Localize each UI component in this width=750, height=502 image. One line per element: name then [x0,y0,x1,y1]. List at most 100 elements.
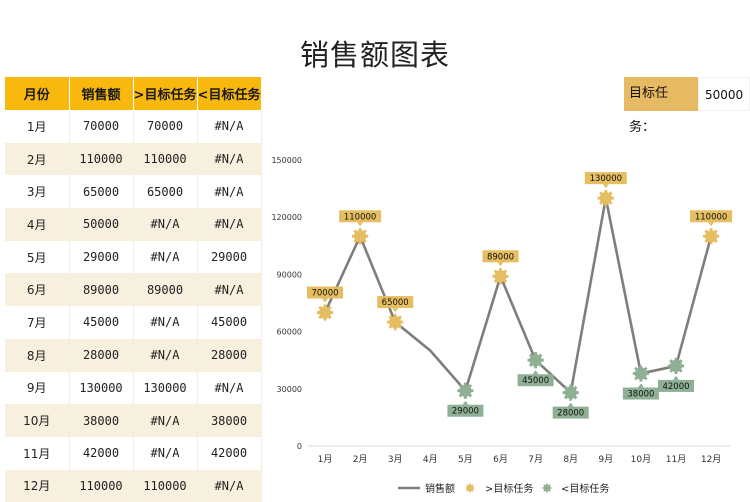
target-task-label: 目标任务： [624,77,699,135]
data-label-text: 42000 [662,382,689,392]
x-tick-label: 4月 [423,454,438,465]
cell-below-target: #N/A [197,142,262,176]
cell-below-target: 42000 [197,436,262,470]
legend-below-marker-icon [542,483,552,493]
table-row: 9月 130000 130000 #N/A [5,371,262,405]
cell-month: 10月 [5,404,70,437]
cell-below-target: #N/A [197,208,262,241]
x-tick-label: 12月 [701,454,721,465]
cell-sales: 45000 [69,306,134,339]
above-target-marker-icon [316,303,334,322]
cell-above-target: 110000 [133,142,198,176]
sales-line [323,196,713,394]
cell-above-target: #N/A [133,338,198,372]
page-title: 销售额图表 [299,38,450,72]
x-tick-label: 5月 [458,454,473,465]
cell-below-target: #N/A [197,371,262,405]
legend-above-target: >目标任务 [485,482,533,495]
x-tick-label: 1月 [318,454,333,465]
x-tick-label: 2月 [353,454,368,465]
cell-above-target: #N/A [133,208,198,241]
cell-month: 8月 [5,338,70,372]
data-label: 130000 [584,172,627,189]
table-row: 10月 38000 #N/A 38000 [5,404,262,437]
data-label-text: 45000 [522,376,549,386]
table-row: 4月 50000 #N/A #N/A [5,208,262,241]
cell-month: 5月 [5,240,70,274]
y-tick-label: 90000 [277,270,302,279]
cell-month: 6月 [5,273,70,307]
cell-sales: 29000 [69,240,134,274]
below-target-marker-icon [667,356,685,375]
table-row: 3月 65000 65000 #N/A [5,175,262,209]
target-task-value[interactable]: 50000 [698,77,750,111]
y-tick-label: 120000 [271,213,302,222]
cell-sales: 38000 [69,404,134,437]
cell-above-target: #N/A [133,404,198,437]
above-target-marker-icon [596,189,615,208]
data-label: 89000 [482,250,519,267]
table-row: 8月 28000 #N/A 28000 [5,338,262,372]
data-label: 110000 [339,210,382,227]
data-label-text: 89000 [487,252,514,262]
table-row: 2月 110000 110000 #N/A [5,142,262,176]
above-target-marker-icon [491,267,510,286]
cell-above-target: 65000 [133,175,198,209]
cell-month: 1月 [5,110,70,143]
y-tick-label: 150000 [271,156,302,165]
cell-below-target: #N/A [197,175,262,209]
cell-below-target: #N/A [197,469,262,502]
x-tick-label: 6月 [493,454,508,465]
data-label: 28000 [552,402,589,419]
data-label: 65000 [377,296,414,313]
cell-below-target: 28000 [197,338,262,372]
x-axis: 1月 2月 3月 4月 5月 6月 7月 8月 9月 10月 11月 12月 [318,454,722,465]
cell-above-target: 130000 [133,371,198,405]
legend-above-marker-icon [465,483,475,493]
header-above-target: >目标任务 [133,77,198,110]
table-header-row: 月份 销售额 >目标任务 <目标任务 [5,77,262,110]
x-tick-label: 8月 [563,454,578,465]
cell-month: 11月 [5,436,70,470]
cell-below-target: #N/A [197,273,262,307]
cell-sales: 65000 [69,175,134,209]
y-tick-label: 60000 [277,328,302,337]
data-label-text: 38000 [627,390,654,400]
x-tick-label: 9月 [598,454,613,465]
table-row: 7月 45000 #N/A 45000 [5,306,262,339]
cell-sales: 89000 [69,273,134,307]
cell-month: 2月 [5,142,70,176]
table-row: 1月 70000 70000 #N/A [5,110,262,143]
cell-below-target: #N/A [197,110,262,143]
y-tick-label: 30000 [277,385,302,394]
target-task-box: 目标任务： 50000 [624,77,750,135]
cell-below-target: 38000 [197,404,262,437]
data-label-text: 110000 [344,212,376,222]
table-row: 12月 110000 110000 #N/A [5,469,262,502]
above-target-marker-icon [351,227,370,246]
data-label: 29000 [447,400,484,417]
data-label: 38000 [622,383,659,400]
y-axis: 0 30000 60000 90000 120000 150000 [271,156,302,451]
data-label-text: 70000 [311,289,338,299]
cell-sales: 50000 [69,208,134,241]
x-tick-label: 10月 [631,454,651,465]
cell-above-target: #N/A [133,240,198,274]
data-label-text: 130000 [590,174,622,184]
cell-month: 12月 [5,469,70,502]
cell-sales: 70000 [69,110,134,143]
cell-month: 9月 [5,371,70,405]
cell-above-target: #N/A [133,306,198,339]
data-label: 45000 [517,370,554,387]
below-target-marker-icon [631,364,650,383]
x-tick-label: 3月 [388,454,403,465]
cell-sales: 110000 [69,469,134,502]
table-row: 11月 42000 #N/A 42000 [5,436,262,470]
cell-below-target: 45000 [197,306,262,339]
above-target-marker-icon [702,227,721,246]
header-below-target: <目标任务 [197,77,262,110]
cell-sales: 28000 [69,338,134,372]
header-sales: 销售额 [69,77,134,110]
table-row: 6月 89000 89000 #N/A [5,273,262,307]
